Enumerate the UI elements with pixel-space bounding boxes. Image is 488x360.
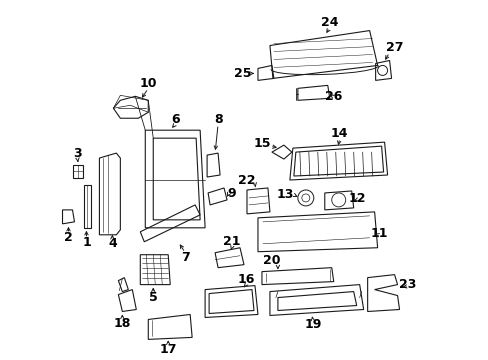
- Text: 13: 13: [276, 188, 293, 202]
- Text: 11: 11: [370, 227, 387, 240]
- Text: 19: 19: [304, 318, 321, 331]
- Text: 9: 9: [227, 188, 236, 201]
- Text: 27: 27: [385, 41, 403, 54]
- Text: 26: 26: [325, 90, 342, 103]
- Text: 7: 7: [181, 251, 189, 264]
- Text: 25: 25: [234, 67, 251, 80]
- Text: 16: 16: [237, 273, 254, 286]
- Text: 23: 23: [398, 278, 415, 291]
- Text: 1: 1: [82, 236, 91, 249]
- Text: 12: 12: [348, 193, 366, 206]
- Text: 21: 21: [223, 235, 240, 248]
- Text: 15: 15: [253, 137, 270, 150]
- Text: 2: 2: [64, 231, 73, 244]
- Text: 17: 17: [159, 343, 177, 356]
- Text: 20: 20: [263, 254, 280, 267]
- Text: 4: 4: [108, 237, 117, 250]
- Text: 8: 8: [213, 113, 222, 126]
- Text: 10: 10: [139, 77, 157, 90]
- Text: 3: 3: [73, 147, 81, 159]
- Text: 14: 14: [330, 127, 348, 140]
- Text: 5: 5: [148, 291, 157, 304]
- Text: 22: 22: [238, 174, 255, 186]
- Text: 18: 18: [113, 317, 131, 330]
- Text: 24: 24: [320, 16, 338, 29]
- Text: 6: 6: [170, 113, 179, 126]
